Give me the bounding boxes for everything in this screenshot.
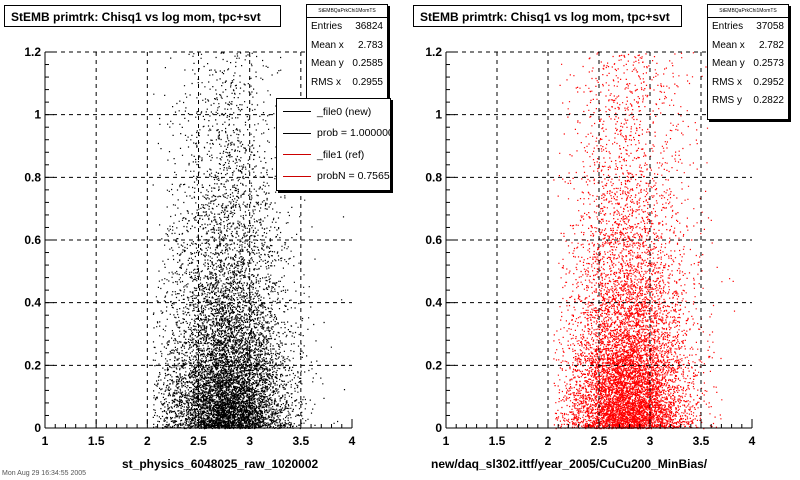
y-tick-label: 0 bbox=[435, 421, 442, 435]
y-tick-label: 0.6 bbox=[425, 233, 442, 247]
scatter-points bbox=[152, 52, 346, 430]
stats-row: RMS y 0.2822 bbox=[712, 95, 784, 106]
timestamp-footer: Mon Aug 29 16:34:55 2005 bbox=[2, 470, 87, 477]
legend-item: _file1 (ref) bbox=[277, 144, 390, 166]
y-tick-label: 1.2 bbox=[425, 45, 442, 59]
legend-line-icon bbox=[283, 175, 311, 177]
grid-lines bbox=[446, 51, 752, 428]
plot-title-right: StEMB primtrk: Chisq1 vs log mom, tpc+sv… bbox=[413, 5, 682, 27]
legend-line-icon bbox=[283, 154, 311, 156]
y-tick-label: 0.6 bbox=[24, 233, 41, 247]
y-tick-label: 1.2 bbox=[24, 45, 41, 59]
x-tick-label: 3.5 bbox=[292, 434, 309, 448]
stats-row: Mean y 0.2573 bbox=[712, 58, 784, 69]
stats-row: Mean x 2.783 bbox=[311, 39, 383, 51]
x-tick-label: 2 bbox=[545, 434, 552, 448]
y-tick-label: 0.8 bbox=[425, 170, 442, 184]
stats-row: Mean y 0.2585 bbox=[311, 58, 383, 69]
x-tick-label: 1 bbox=[42, 434, 49, 448]
stats-name: StEMBQaPrkChi1MomTS bbox=[307, 5, 387, 18]
legend-line-icon bbox=[283, 132, 311, 134]
legend-item: probN = 0.756567 bbox=[277, 166, 390, 188]
stats-row: Mean x 2.782 bbox=[712, 39, 784, 51]
scatter-marks bbox=[152, 52, 346, 430]
stats-row: RMS x 0.2952 bbox=[712, 76, 784, 88]
grid-lines bbox=[45, 51, 352, 428]
stats-row: RMS x 0.2955 bbox=[311, 76, 383, 88]
stats-row: Entries 36824 bbox=[311, 21, 383, 32]
y-tick-label: 0.2 bbox=[425, 358, 442, 372]
x-axis-title-right: new/daq_sl302.ittf/year_2005/CuCu200_Min… bbox=[431, 457, 708, 471]
x-tick-label: 2.5 bbox=[591, 434, 608, 448]
x-tick-label: 2 bbox=[144, 434, 151, 448]
legend-line-icon bbox=[283, 111, 311, 113]
plot-title-left: StEMB primtrk: Chisq1 vs log mom, tpc+sv… bbox=[4, 5, 281, 27]
x-tick-label: 3 bbox=[246, 434, 253, 448]
x-tick-label: 1.5 bbox=[88, 434, 105, 448]
x-tick-label: 4 bbox=[349, 434, 356, 448]
y-tick-label: 1 bbox=[34, 108, 41, 122]
x-tick-label: 2.5 bbox=[190, 434, 207, 448]
x-tick-label: 1 bbox=[443, 434, 450, 448]
x-axis-title-left: st_physics_6048025_raw_1020002 bbox=[122, 457, 319, 471]
legend-item: _file0 (new) bbox=[277, 101, 390, 123]
stats-row: Entries 37058 bbox=[712, 21, 784, 32]
y-tick-label: 0.8 bbox=[24, 170, 41, 184]
y-tick-label: 0.4 bbox=[425, 296, 442, 310]
legend-item: prob = 1.000000 bbox=[277, 123, 390, 145]
y-tick-label: 0 bbox=[34, 421, 41, 435]
stats-name: StEMBQaPrkChi1MomTS bbox=[708, 5, 788, 18]
y-tick-label: 0.4 bbox=[24, 296, 41, 310]
x-tick-label: 3.5 bbox=[693, 434, 710, 448]
x-tick-label: 4 bbox=[749, 434, 756, 448]
x-tick-label: 3 bbox=[647, 434, 654, 448]
y-tick-label: 0.2 bbox=[24, 358, 41, 372]
legend-left: _file0 (new) prob = 1.000000 _file1 (ref… bbox=[276, 98, 391, 191]
x-tick-label: 1.5 bbox=[489, 434, 506, 448]
y-tick-label: 1 bbox=[435, 108, 442, 122]
